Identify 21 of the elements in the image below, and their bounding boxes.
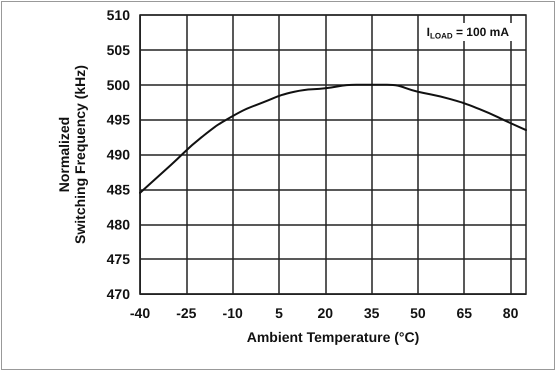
- x-tick-label: 80: [502, 305, 519, 321]
- x-tick-label: -10: [222, 305, 243, 321]
- y-tick-label: 495: [106, 112, 130, 128]
- y-tick-label: 485: [106, 181, 130, 198]
- x-tick-label: -25: [176, 305, 197, 321]
- x-axis-title: Ambient Temperature (°C): [246, 329, 420, 345]
- x-tick-label: 20: [317, 305, 334, 321]
- x-tick-label: 50: [410, 305, 426, 321]
- x-tick-label: -40: [130, 305, 150, 321]
- y-tick-label: 510: [106, 7, 130, 23]
- y-tick-label: 475: [106, 251, 130, 268]
- y-tick-label: 500: [106, 76, 130, 93]
- x-tick-label: 5: [275, 305, 284, 321]
- y-axis-title: Normalized Switching Frequency (kHz): [56, 65, 88, 244]
- line-series: [139, 84, 527, 194]
- y-tick-label: 480: [106, 216, 130, 232]
- y-tick-label: 505: [106, 42, 130, 58]
- y-tick-label: 470: [106, 286, 130, 302]
- x-tick-label: 65: [456, 305, 472, 321]
- y-tick-label: 490: [106, 146, 130, 162]
- x-tick-label: 35: [364, 305, 380, 321]
